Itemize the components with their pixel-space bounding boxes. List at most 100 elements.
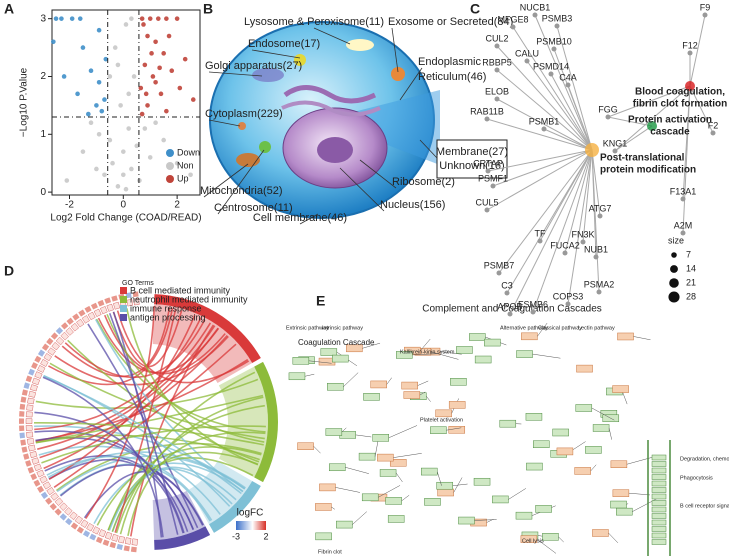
leader-line bbox=[251, 49, 301, 59]
gene-box bbox=[328, 463, 346, 472]
gene-label: PSMB3 bbox=[542, 13, 573, 23]
hub-label: Post-translational bbox=[600, 153, 685, 164]
data-point bbox=[149, 51, 154, 56]
gene-label: A2M bbox=[674, 220, 693, 230]
pathway-label: Alternative pathway bbox=[500, 325, 548, 331]
data-point bbox=[169, 68, 175, 74]
receptor-box bbox=[651, 461, 667, 467]
size-legend-marker bbox=[668, 291, 680, 303]
gene-logfc bbox=[78, 309, 86, 317]
size-legend-label: 14 bbox=[686, 263, 696, 273]
data-point bbox=[112, 45, 118, 50]
data-point bbox=[118, 103, 123, 108]
gene-segment bbox=[81, 315, 90, 324]
gene-segment bbox=[74, 515, 83, 525]
receptor-box bbox=[651, 532, 667, 539]
gene-node bbox=[530, 309, 536, 315]
pathway-arrow bbox=[313, 446, 321, 454]
chord-ribbon bbox=[108, 312, 179, 535]
x-axis-label: Log2 Fold Change (COAD/READ) bbox=[50, 213, 201, 224]
label-box bbox=[436, 139, 508, 179]
hub-node bbox=[647, 121, 657, 131]
data-point bbox=[88, 68, 94, 74]
panel-label: D bbox=[4, 263, 14, 279]
pathway-map: Complement and Coagulation CascadesExtri… bbox=[286, 304, 729, 556]
gene-logfc bbox=[37, 485, 45, 493]
gene-segment bbox=[27, 397, 35, 405]
gene-label: PSMD14 bbox=[533, 61, 569, 71]
gene-label: KNG1 bbox=[603, 138, 628, 148]
pathway-label: Phagocytosis bbox=[680, 475, 713, 481]
gene-label: PSMF1 bbox=[478, 173, 508, 183]
data-point bbox=[153, 39, 158, 45]
gene-segment bbox=[42, 481, 52, 490]
gene-logfc bbox=[30, 473, 38, 481]
gene-label: APOB bbox=[497, 301, 522, 311]
data-point bbox=[164, 108, 169, 114]
pathway-arrow bbox=[446, 427, 462, 431]
data-point bbox=[174, 16, 180, 21]
gene-segment bbox=[133, 298, 140, 306]
pathway-arrow bbox=[608, 427, 612, 440]
chord-ribbon bbox=[114, 308, 177, 533]
panel-label: B bbox=[203, 1, 213, 17]
gene-label: ATG7 bbox=[589, 203, 612, 213]
gene-segment bbox=[92, 526, 101, 535]
gene-logfc bbox=[46, 337, 54, 346]
pathway-label: Fibrin clot bbox=[318, 549, 342, 555]
leader-line bbox=[399, 67, 423, 101]
data-point bbox=[121, 172, 126, 178]
data-point bbox=[61, 74, 67, 79]
y-axis-label: −Log10 P.Value bbox=[19, 67, 30, 137]
gene-segment bbox=[59, 502, 68, 511]
term-ribbon-fan bbox=[152, 490, 206, 540]
gene-logfc bbox=[41, 343, 50, 351]
pathway-arrow bbox=[420, 338, 431, 351]
receptor-box bbox=[651, 526, 667, 532]
y-tick-label: 3 bbox=[40, 13, 46, 24]
gene-label: TF bbox=[535, 228, 546, 238]
gene-node bbox=[687, 50, 693, 56]
gene-segment bbox=[28, 444, 36, 452]
data-point bbox=[80, 45, 86, 50]
leader-line bbox=[203, 163, 249, 198]
gene-logfc bbox=[20, 396, 27, 403]
gene-box bbox=[592, 529, 609, 537]
pathway-arrow bbox=[474, 519, 497, 521]
compartment-label: Cytoplasm(229) bbox=[205, 108, 283, 120]
receptor-box bbox=[651, 500, 667, 506]
leader-line bbox=[299, 213, 319, 225]
gene-node bbox=[596, 289, 602, 295]
gene-box bbox=[469, 333, 486, 341]
gene-logfc bbox=[54, 508, 62, 516]
pathway-arrow bbox=[374, 441, 379, 457]
data-point bbox=[145, 103, 150, 108]
data-point bbox=[102, 97, 107, 102]
gene-node bbox=[605, 114, 611, 120]
gene-box bbox=[363, 393, 380, 401]
gene-segment bbox=[37, 365, 46, 373]
gene-box bbox=[319, 483, 336, 492]
gene-logfc bbox=[111, 295, 118, 302]
network-edge bbox=[591, 149, 601, 217]
y-tick-label: 1 bbox=[40, 129, 46, 140]
colorbar-tick: 2 bbox=[263, 531, 268, 541]
term-arc bbox=[154, 294, 261, 363]
compartment-label: Golgi apparatus(27) bbox=[205, 60, 302, 72]
pathway-label: Coagulation Cascade bbox=[298, 338, 375, 347]
gene-box bbox=[288, 372, 306, 381]
gene-segment bbox=[65, 327, 74, 336]
gene-logfc bbox=[45, 497, 53, 505]
hub-node bbox=[585, 143, 599, 157]
gene-box bbox=[610, 500, 627, 509]
pathway-arrow bbox=[437, 471, 442, 486]
gene-box bbox=[436, 481, 453, 490]
gene-logfc bbox=[34, 355, 42, 363]
pathway-arrow bbox=[345, 467, 369, 474]
compartment-label: Lysosome & Peroxisome(11) bbox=[244, 16, 384, 28]
gene-box bbox=[315, 503, 332, 511]
gene-box bbox=[515, 511, 533, 520]
legend-marker bbox=[166, 175, 174, 183]
